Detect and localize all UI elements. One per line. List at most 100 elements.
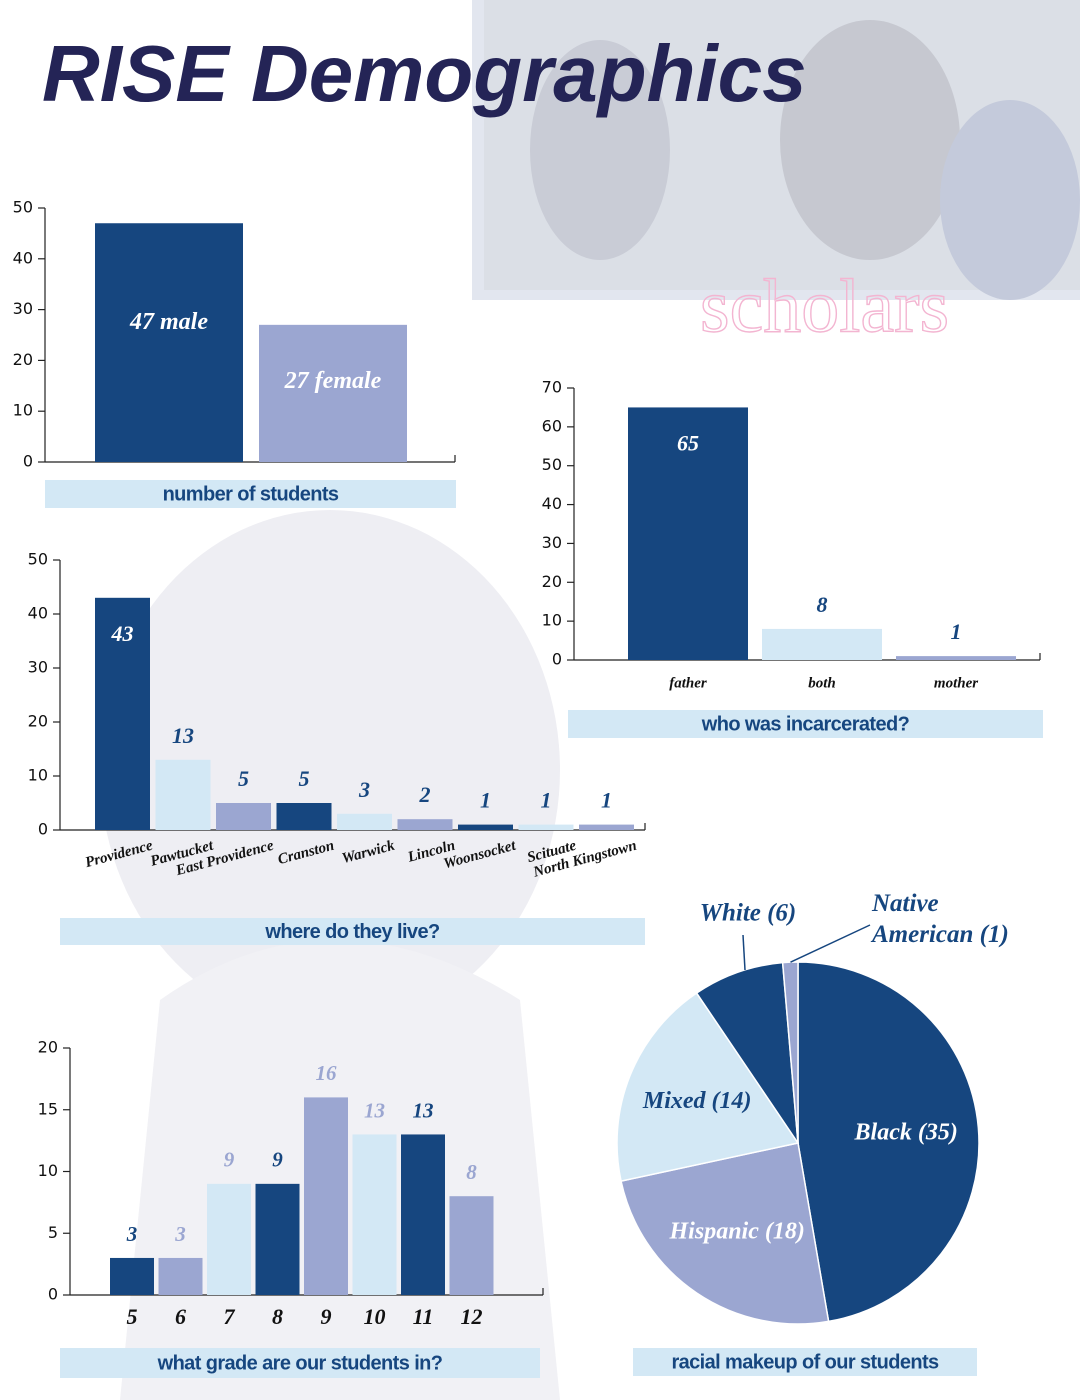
caption-band [60,1348,540,1378]
bar [397,819,453,830]
caption: who was incarcerated? [701,713,910,735]
y-tick-label: 10 [38,1161,58,1180]
y-tick-label: 30 [542,533,562,552]
graduate-photo [100,510,560,1030]
value-label: 3 [358,777,370,802]
y-tick-label: 20 [38,1038,58,1057]
x-tick-label: 7 [224,1304,236,1329]
value-label: 5 [299,766,310,791]
bar [255,1183,300,1295]
bar [304,1097,348,1295]
leader-line [742,934,746,971]
caption-band [568,710,1043,738]
y-tick-label: 50 [542,455,562,474]
value-label: 13 [413,1098,434,1122]
x-tick-label: 12 [461,1304,483,1329]
bar [95,223,243,462]
pie-label: Hispanic (18) [669,1218,805,1244]
caption: what grade are our students in? [157,1352,443,1374]
pie-label: Black (35) [854,1119,958,1145]
pie-slice [695,961,799,1146]
value-label: 13 [364,1098,385,1122]
pie-slice [781,961,799,1144]
caption-band [45,480,456,508]
photo-figure [530,40,670,260]
pie-label: White (6) [700,900,797,927]
y-tick-label: 20 [28,712,48,731]
y-tick-label: 20 [542,572,562,591]
value-label: 43 [111,621,134,646]
bar [276,803,332,830]
bar [579,824,634,830]
y-tick-label: 30 [13,299,33,318]
bar [896,656,1016,660]
value-label: 65 [677,430,699,455]
bar [155,759,211,830]
y-tick-label: 0 [48,1285,58,1304]
value-label: 8 [817,592,828,617]
x-tick-label: 10 [364,1304,386,1329]
bar [352,1134,397,1295]
bar [207,1183,251,1295]
y-tick-label: 40 [13,248,33,267]
value-label: 9 [224,1148,235,1172]
x-tick-label: 11 [413,1304,434,1329]
y-tick-label: 15 [38,1099,58,1118]
y-tick-label: 40 [542,494,562,513]
y-tick-label: 0 [23,452,33,471]
value-label: 1 [601,788,612,813]
value-label: 2 [419,782,431,807]
pie-label: Native American (1) [872,890,1009,948]
bar [762,628,882,660]
y-tick-label: 70 [542,378,562,397]
y-tick-label: 0 [552,650,562,669]
pie-label: Mixed (14) [642,1088,752,1114]
y-tick-label: 5 [48,1223,58,1242]
caption: number of students [163,483,339,505]
x-tick-label: both [808,675,836,691]
bar [449,1196,494,1295]
caption: where do they live? [264,921,440,943]
caption-band [60,918,645,945]
x-tick-label: 6 [175,1304,186,1329]
y-tick-label: 10 [28,766,48,785]
caption-band [633,1348,977,1376]
x-tick-label: mother [934,675,978,691]
bar [158,1257,203,1295]
value-label: 8 [466,1160,477,1184]
pie-slice [620,1142,830,1325]
caption: racial makeup of our students [671,1351,939,1373]
photo-figure [940,100,1080,300]
x-tick-label: 9 [321,1304,332,1329]
y-tick-label: 50 [28,550,48,569]
bar [458,824,513,830]
x-tick-label: 5 [127,1304,138,1329]
y-tick-label: 20 [13,350,33,369]
value-label: 9 [272,1148,283,1172]
value-label: 3 [126,1222,138,1246]
pie-slice [797,961,980,1323]
bar [259,324,407,462]
y-tick-label: 10 [13,401,33,420]
y-tick-label: 40 [28,604,48,623]
bar [216,803,271,830]
bar [95,597,150,830]
y-tick-label: 60 [542,416,562,435]
value-label: 3 [174,1222,186,1246]
value-label: 13 [172,723,194,748]
bar [628,407,748,660]
value-label: 16 [316,1061,338,1085]
value-label: 47 male [129,309,208,335]
bar [337,813,392,830]
y-tick-label: 0 [38,820,48,839]
x-tick-label: father [669,675,707,691]
value-label: 27 female [284,368,382,394]
leader-line [790,924,871,963]
page-title: RISE Demographics [42,29,807,118]
x-tick-label: 8 [272,1304,283,1329]
y-tick-label: 50 [13,198,33,217]
photo-figure [780,20,960,260]
bar [401,1134,445,1295]
